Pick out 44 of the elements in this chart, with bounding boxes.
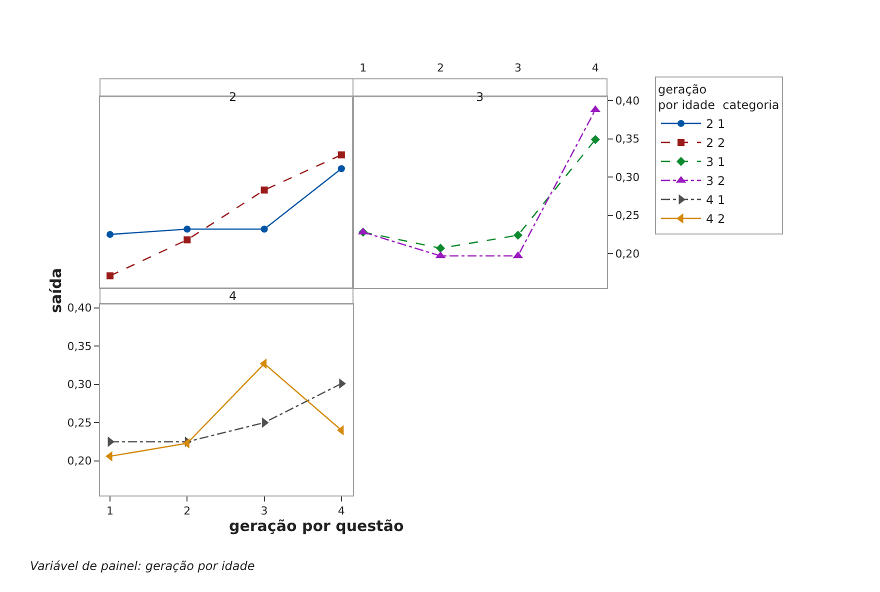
y-tick-label: 0,35: [615, 132, 640, 146]
y-axis-title: saída: [46, 268, 65, 314]
y-tick-label: 0,25: [615, 209, 640, 222]
x-tick-label: 1: [360, 61, 367, 74]
x-tick-label: 3: [514, 61, 522, 74]
point: [336, 425, 344, 436]
y-tick-label: 0,30: [615, 170, 640, 184]
y-tick-label: 0,40: [615, 94, 640, 108]
point: [106, 230, 114, 238]
point: [338, 151, 345, 158]
y-tick-label: 0,35: [67, 340, 92, 353]
y-tick-label: 0,20: [67, 454, 92, 468]
x-tick-label: 4: [338, 504, 345, 518]
point: [338, 165, 345, 172]
y-tick-label: 0,25: [67, 416, 92, 430]
chart-title: 2: [229, 90, 237, 104]
chart-title: 3: [476, 90, 484, 104]
text: Variável de painel: geração por idade: [30, 559, 255, 573]
legend-label: 4 2: [706, 212, 726, 226]
chart-title: 4: [229, 289, 237, 303]
x-tick-label: 3: [260, 504, 268, 518]
legend-label: 3 1: [706, 155, 726, 170]
point: [436, 244, 446, 253]
legend-label: 4 1: [706, 193, 726, 208]
legend-label: 3 2: [706, 174, 726, 188]
point: [184, 236, 191, 244]
x-axis-title: geração por questão: [229, 517, 404, 535]
point: [106, 272, 114, 280]
legend-label: 2 1: [706, 117, 726, 132]
legend-label: 2 2: [706, 136, 726, 150]
point: [513, 230, 522, 240]
x-tick-label: 2: [184, 504, 191, 518]
x-tick-label: 4: [592, 61, 599, 74]
point: [108, 436, 115, 447]
point: [590, 134, 600, 144]
y-tick-label: 0,30: [67, 378, 92, 392]
point: [260, 186, 268, 194]
y-tick-label: 0,20: [615, 247, 640, 260]
point: [184, 226, 191, 233]
y-tick-label: 0,40: [67, 302, 92, 315]
x-tick-label: 2: [437, 61, 444, 74]
legend-title: geração por idade categoria: [658, 82, 780, 112]
point: [260, 226, 268, 233]
x-tick-label: 1: [106, 504, 114, 518]
